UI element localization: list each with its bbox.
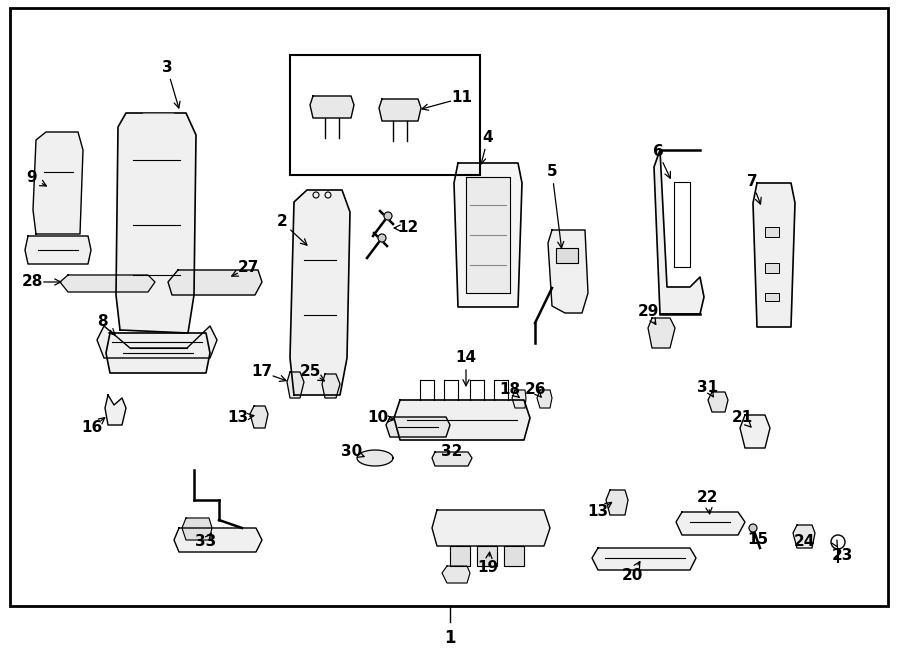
Polygon shape: [432, 452, 472, 466]
Polygon shape: [97, 326, 217, 358]
Text: 25: 25: [300, 364, 320, 379]
Text: 14: 14: [455, 350, 477, 366]
Text: 32: 32: [441, 444, 463, 459]
Text: 9: 9: [27, 171, 37, 186]
Polygon shape: [753, 183, 795, 327]
Text: 16: 16: [81, 420, 103, 436]
Text: 12: 12: [398, 221, 418, 235]
Polygon shape: [537, 390, 552, 408]
Polygon shape: [357, 450, 393, 466]
Text: 3: 3: [162, 61, 172, 75]
Polygon shape: [182, 518, 212, 540]
Polygon shape: [606, 490, 628, 515]
Circle shape: [378, 234, 386, 242]
Text: 2: 2: [276, 215, 287, 229]
Text: 11: 11: [452, 91, 472, 106]
Polygon shape: [708, 392, 728, 412]
Bar: [765, 293, 779, 301]
Text: 5: 5: [546, 165, 557, 180]
Polygon shape: [106, 333, 210, 373]
Text: 19: 19: [477, 561, 499, 576]
Bar: [765, 263, 779, 273]
Text: 31: 31: [698, 381, 718, 395]
Polygon shape: [512, 390, 526, 408]
Text: 27: 27: [238, 260, 258, 276]
Bar: [290, 55, 480, 175]
Bar: [765, 227, 779, 237]
Text: 33: 33: [195, 535, 217, 549]
Text: 23: 23: [832, 547, 852, 563]
Polygon shape: [477, 546, 497, 566]
Text: 1: 1: [445, 629, 455, 647]
Polygon shape: [168, 270, 262, 295]
Polygon shape: [466, 177, 510, 293]
Circle shape: [749, 524, 757, 532]
Text: 7: 7: [747, 175, 757, 190]
Polygon shape: [504, 546, 524, 566]
Text: 22: 22: [698, 490, 719, 506]
Polygon shape: [454, 163, 522, 307]
Polygon shape: [379, 99, 421, 121]
Text: 20: 20: [621, 568, 643, 582]
Polygon shape: [442, 566, 470, 583]
Text: 26: 26: [524, 383, 545, 397]
Polygon shape: [674, 182, 690, 267]
Polygon shape: [60, 275, 155, 292]
Polygon shape: [394, 400, 530, 440]
Polygon shape: [654, 150, 704, 314]
Text: 13: 13: [588, 504, 608, 520]
Polygon shape: [322, 374, 340, 398]
Text: 17: 17: [251, 364, 273, 379]
Circle shape: [831, 535, 845, 549]
Polygon shape: [116, 113, 196, 333]
Polygon shape: [548, 230, 588, 313]
Circle shape: [384, 212, 392, 220]
Polygon shape: [740, 415, 770, 448]
Polygon shape: [174, 528, 262, 552]
Text: 28: 28: [22, 274, 42, 290]
Text: 21: 21: [732, 410, 752, 426]
Polygon shape: [287, 372, 304, 398]
Polygon shape: [676, 512, 745, 535]
Text: 24: 24: [793, 535, 814, 549]
Polygon shape: [33, 132, 83, 234]
Polygon shape: [793, 525, 815, 548]
Text: 4: 4: [482, 130, 493, 145]
Text: 10: 10: [367, 410, 389, 426]
Bar: [556, 248, 578, 263]
Polygon shape: [450, 546, 470, 566]
Polygon shape: [386, 417, 450, 437]
Text: 29: 29: [637, 305, 659, 319]
Polygon shape: [648, 318, 675, 348]
Polygon shape: [250, 406, 268, 428]
Polygon shape: [25, 236, 91, 264]
Text: 30: 30: [341, 444, 363, 459]
Text: 15: 15: [747, 533, 769, 547]
Polygon shape: [592, 548, 696, 570]
Polygon shape: [105, 395, 126, 425]
Text: 18: 18: [500, 383, 520, 397]
Text: 13: 13: [228, 410, 248, 426]
Polygon shape: [290, 190, 350, 395]
Polygon shape: [432, 510, 550, 546]
Polygon shape: [310, 96, 354, 118]
Text: 8: 8: [96, 315, 107, 329]
Text: 6: 6: [652, 145, 663, 159]
